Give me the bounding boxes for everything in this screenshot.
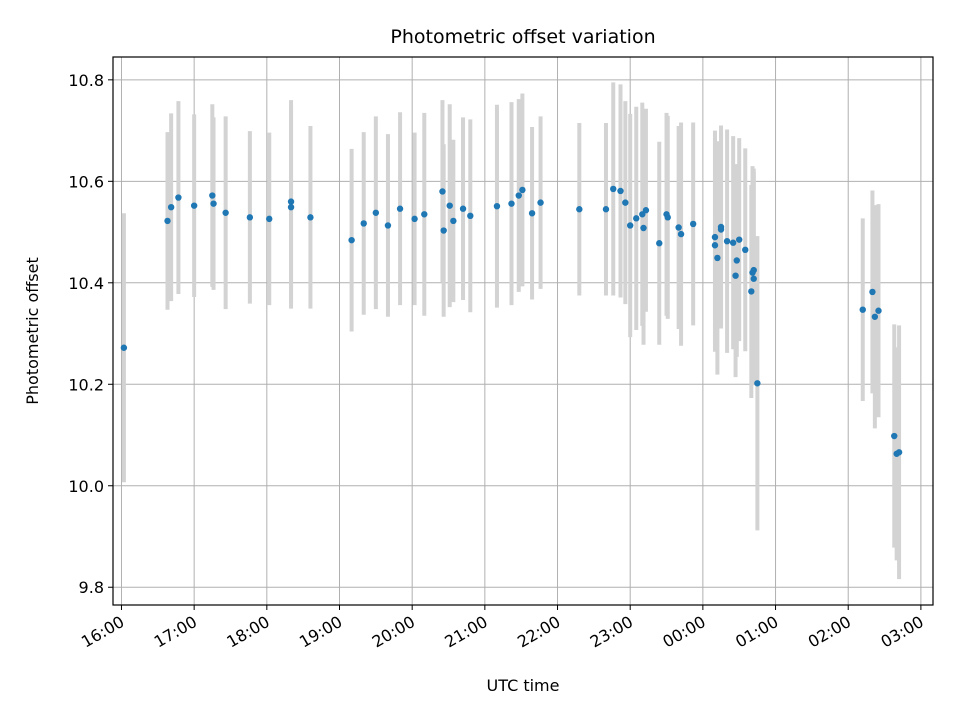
chart-title: Photometric offset variation xyxy=(390,26,655,48)
data-point xyxy=(266,215,273,223)
data-point xyxy=(190,202,198,209)
data-point xyxy=(164,217,171,225)
data-point xyxy=(576,206,583,213)
y-axis: 9.8 10.0 10.2 10.4 10.6 10.8 xyxy=(68,71,113,597)
y-tick-label: 10.4 xyxy=(68,274,104,293)
data-point xyxy=(360,220,367,227)
data-point xyxy=(287,198,295,205)
data-point xyxy=(732,272,739,279)
y-tick-label: 10.2 xyxy=(68,375,104,394)
data-point xyxy=(742,246,749,254)
data-point xyxy=(222,209,229,216)
data-point xyxy=(875,307,882,314)
data-point xyxy=(440,227,447,234)
data-point xyxy=(733,257,740,264)
data-point xyxy=(519,186,526,194)
data-point xyxy=(642,207,650,214)
data-point xyxy=(895,449,903,456)
y-tick-label: 9.8 xyxy=(79,578,104,597)
data-point xyxy=(891,432,898,440)
data-point xyxy=(384,222,392,229)
data-point xyxy=(493,202,501,210)
data-point xyxy=(175,194,182,201)
data-point xyxy=(729,239,737,246)
data-point xyxy=(633,215,640,222)
data-point xyxy=(626,222,634,229)
data-point xyxy=(210,200,217,207)
data-point xyxy=(869,288,876,296)
data-point xyxy=(871,313,879,320)
data-point xyxy=(120,344,128,351)
data-point xyxy=(515,192,522,199)
y-tick-label: 10.8 xyxy=(68,71,104,90)
data-point xyxy=(610,185,617,193)
data-point xyxy=(528,210,536,217)
data-point xyxy=(750,266,757,274)
data-point xyxy=(421,211,428,218)
y-axis-label: Photometric offset xyxy=(23,257,42,405)
data-point xyxy=(508,200,515,207)
data-point xyxy=(450,217,457,225)
data-point xyxy=(439,188,446,195)
data-point xyxy=(372,209,380,216)
data-point xyxy=(622,199,629,206)
y-tick-label: 10.6 xyxy=(68,172,104,191)
data-point xyxy=(287,203,295,211)
data-point xyxy=(617,187,624,195)
y-tick-label: 10.0 xyxy=(68,477,104,496)
x-axis-label: UTC time xyxy=(487,676,560,695)
data-point xyxy=(748,288,755,295)
data-point xyxy=(307,214,314,221)
data-point xyxy=(736,236,743,243)
data-point xyxy=(602,206,610,213)
data-point xyxy=(711,233,719,241)
data-points xyxy=(120,185,903,457)
data-point xyxy=(689,220,697,228)
data-point xyxy=(467,212,474,220)
data-point xyxy=(711,242,719,249)
plot-frame xyxy=(112,56,934,606)
data-point xyxy=(537,199,544,206)
data-point xyxy=(459,205,467,212)
data-point xyxy=(656,240,663,247)
data-point xyxy=(714,254,721,262)
data-point xyxy=(750,275,757,282)
data-point xyxy=(348,236,355,244)
data-point xyxy=(640,224,647,232)
data-point xyxy=(664,214,671,221)
data-point xyxy=(717,223,725,231)
data-point xyxy=(396,205,404,212)
data-point xyxy=(167,203,175,211)
data-point xyxy=(754,380,761,387)
data-point xyxy=(411,215,418,223)
data-point xyxy=(246,214,254,221)
data-point xyxy=(859,306,866,313)
data-point xyxy=(446,202,453,209)
data-point xyxy=(675,224,682,231)
data-point xyxy=(723,237,731,245)
data-point xyxy=(209,192,216,199)
data-point xyxy=(677,230,685,238)
